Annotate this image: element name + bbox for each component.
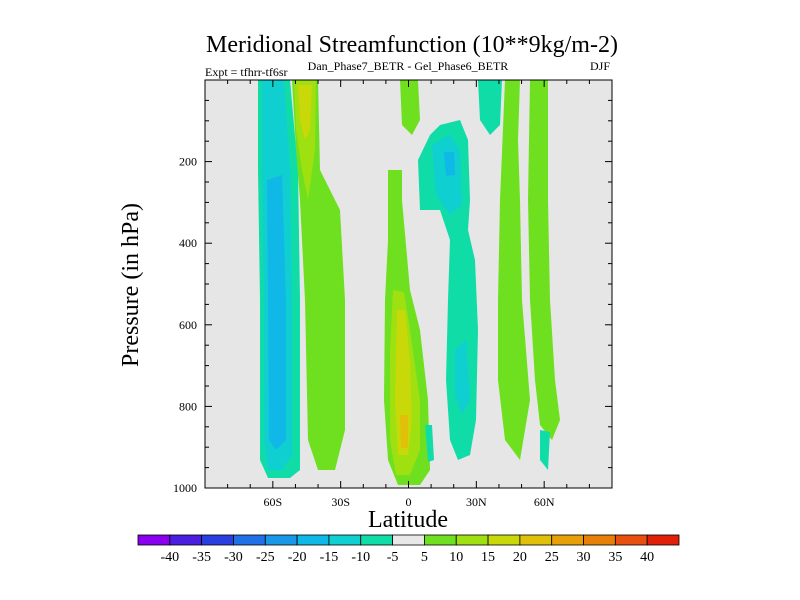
- contour-fill-ntrop-blue: [444, 152, 455, 176]
- colorbar-swatch: [264, 534, 298, 546]
- contour-fill-ntrop-small-cyan: [425, 425, 434, 462]
- y-tick-label: 800: [179, 399, 197, 413]
- x-tick-label: 30S: [331, 495, 350, 509]
- colorbar-swatch: [455, 534, 489, 546]
- colorbar-label: 15: [481, 550, 495, 565]
- colorbar-label: 5: [421, 550, 428, 565]
- x-axis-label: Latitude: [368, 507, 448, 533]
- x-axis-ticks: 60S 30S 0 30N 60N: [227, 80, 590, 509]
- x-tick-label: 30N: [466, 495, 487, 509]
- colorbar: -40 -35 -30 -25 -20 -15 -10 -5 5 10 15 20 25 30 35 40: [137, 534, 680, 565]
- contour-fill-nmid-cyan: [540, 430, 550, 470]
- colorbar-label: -10: [351, 550, 370, 565]
- colorbar-swatch: [551, 534, 584, 546]
- colorbar-label: 30: [577, 550, 591, 565]
- colorbar-label: 35: [608, 550, 622, 565]
- colorbar-swatch: [646, 534, 680, 546]
- chart-subtitle: Dan_Phase7_BETR - Gel_Phase6_BETR: [308, 59, 509, 73]
- colorbar-label: -20: [288, 550, 307, 565]
- chart-title: Meridional Streamfunction (10**9kg/m-2): [206, 32, 618, 58]
- y-axis-label: Pressure (in hPa): [118, 203, 144, 367]
- y-tick-label: 400: [179, 236, 197, 250]
- contour-fill-ntrop-upper-cyan: [478, 80, 502, 135]
- x-tick-label: 60N: [534, 495, 555, 509]
- colorbar-swatch: [360, 534, 393, 546]
- colorbar-swatch: [392, 534, 425, 546]
- colorbar-label: -25: [256, 550, 275, 565]
- contour-fill-nmid-green-b: [528, 80, 560, 440]
- contour-fill-s-blue-core: [267, 175, 286, 450]
- contour-fill-eq-orange: [400, 415, 408, 448]
- colorbar-swatch: [233, 534, 266, 546]
- colorbar-label: 10: [449, 550, 463, 565]
- colorbar-label: -30: [224, 550, 243, 565]
- colorbar-swatch: [424, 534, 457, 546]
- colorbar-swatch: [137, 534, 171, 546]
- colorbar-label: -5: [387, 550, 399, 565]
- contour-fill-smid-yellow: [298, 85, 312, 140]
- colorbar-swatch: [201, 534, 234, 546]
- contour-fill-nmid-green-a: [498, 80, 530, 460]
- x-tick-label: 0: [406, 495, 412, 509]
- colorbar-swatch: [583, 534, 616, 546]
- colorbar-swatch: [519, 534, 553, 546]
- colorbar-swatch: [296, 534, 330, 546]
- colorbar-swatch: [487, 534, 521, 546]
- y-tick-label: 1000: [173, 481, 197, 495]
- colorbar-label: 25: [545, 550, 559, 565]
- contour-fill-ntrop-cyan-lower: [455, 340, 470, 415]
- colorbar-label: -15: [320, 550, 339, 565]
- colorbar-label: 20: [513, 550, 527, 565]
- colorbar-swatch: [169, 534, 203, 546]
- season-annotation: DJF: [590, 59, 610, 73]
- colorbar-label: 40: [640, 550, 654, 565]
- y-tick-label: 200: [179, 155, 197, 169]
- y-axis-ticks: 200 400 600 800 1000: [173, 99, 612, 495]
- x-tick-label: 60S: [263, 495, 282, 509]
- colorbar-label: -40: [160, 550, 179, 565]
- experiment-annotation: Expt = tfhrr-tf6sr: [205, 65, 288, 79]
- y-tick-label: 600: [179, 318, 197, 332]
- colorbar-label: -35: [192, 550, 211, 565]
- colorbar-swatch: [328, 534, 362, 546]
- contour-fills: [258, 80, 560, 485]
- colorbar-swatch: [614, 534, 648, 546]
- contour-fill-eq-upper-green: [400, 80, 420, 135]
